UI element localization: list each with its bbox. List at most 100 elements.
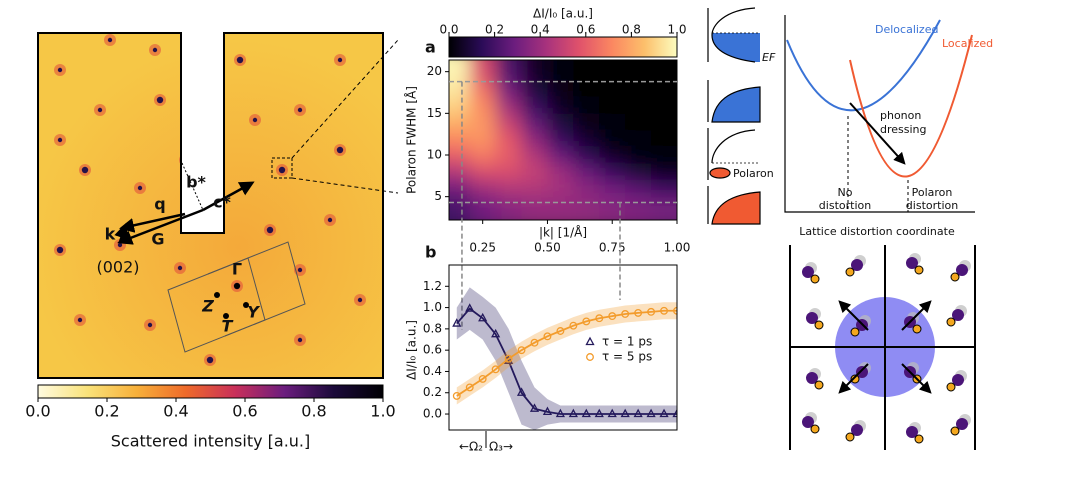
heatmap-cell bbox=[625, 113, 652, 131]
heatmap-cell bbox=[651, 60, 677, 81]
heatmap-cell bbox=[449, 80, 471, 98]
heatmap-cell bbox=[547, 163, 574, 181]
colorbar-tick-label: 0.6 bbox=[232, 402, 257, 421]
annotation: G bbox=[151, 230, 164, 249]
atom-small bbox=[814, 380, 824, 390]
heatmap-cell bbox=[573, 60, 600, 81]
heatmap-cell bbox=[449, 130, 471, 148]
atom bbox=[906, 426, 918, 438]
heatmap-cell bbox=[495, 196, 523, 220]
marker bbox=[608, 312, 617, 321]
heatmap-cell bbox=[547, 96, 574, 114]
marker bbox=[660, 306, 668, 315]
colorbar-tick-label: 0.0 bbox=[439, 23, 458, 37]
heatmap-cell bbox=[521, 113, 548, 131]
heatmap-cell bbox=[599, 113, 626, 131]
lattice-schematic bbox=[789, 245, 976, 450]
marker bbox=[542, 406, 553, 416]
heatmap-cell bbox=[599, 196, 626, 220]
displacement-arrow bbox=[901, 300, 932, 331]
y-point bbox=[243, 302, 249, 308]
peak bbox=[336, 146, 344, 154]
heatmap-cell bbox=[573, 163, 600, 181]
marker bbox=[647, 307, 656, 316]
heatmap-cell bbox=[625, 196, 652, 220]
y-tick-label: 0.0 bbox=[423, 407, 442, 421]
atom bbox=[956, 418, 968, 430]
heatmap-cell bbox=[625, 96, 652, 114]
brillouin-zones bbox=[167, 241, 306, 353]
heatmap-cell bbox=[625, 163, 652, 181]
fit-line bbox=[456, 309, 677, 397]
y-tick-label: 15 bbox=[427, 106, 442, 120]
z-point bbox=[214, 292, 220, 298]
marker bbox=[465, 303, 475, 312]
marker bbox=[607, 408, 617, 418]
atom bbox=[851, 259, 863, 271]
y-tick-label: 0.6 bbox=[423, 343, 442, 357]
heatmap-cell bbox=[547, 113, 574, 131]
peak bbox=[297, 107, 303, 113]
atom bbox=[806, 312, 818, 324]
atom-small bbox=[946, 317, 956, 327]
marker bbox=[478, 312, 488, 322]
colorbar bbox=[37, 384, 384, 399]
marker bbox=[672, 408, 677, 418]
error-band bbox=[456, 287, 677, 430]
zoom-line bbox=[291, 39, 399, 159]
colorbar-tick-label: 0.0 bbox=[25, 402, 50, 421]
atom-small bbox=[912, 324, 922, 334]
heatmap-cell bbox=[521, 146, 548, 164]
heatmap-smooth bbox=[449, 60, 677, 220]
marker bbox=[452, 391, 461, 400]
heatmap-cell bbox=[573, 80, 600, 98]
c-vector bbox=[202, 181, 255, 212]
panel-label: a bbox=[425, 38, 436, 57]
heatmap-cell bbox=[651, 80, 677, 98]
heatmap-cell bbox=[449, 96, 471, 114]
peak bbox=[206, 356, 214, 364]
heatmap-cell bbox=[573, 146, 600, 164]
atom-small bbox=[850, 327, 860, 337]
heatmap-cell bbox=[521, 130, 548, 148]
b-direction bbox=[181, 162, 204, 211]
peak bbox=[117, 242, 123, 248]
marker bbox=[568, 408, 578, 418]
plot-frame bbox=[448, 264, 678, 431]
peak bbox=[177, 265, 183, 271]
y-tick-label: 0.4 bbox=[423, 364, 442, 378]
heatmap-cell bbox=[599, 130, 626, 148]
marker bbox=[504, 354, 513, 363]
colorbar-label: Scattered intensity [a.u.] bbox=[111, 432, 311, 451]
peak bbox=[97, 107, 103, 113]
heatmap-cell bbox=[651, 146, 677, 164]
atom-small bbox=[850, 374, 860, 384]
heatmap-cell bbox=[495, 113, 523, 131]
atom bbox=[851, 424, 863, 436]
atom-small bbox=[814, 320, 824, 330]
peak bbox=[156, 96, 164, 104]
q-vector bbox=[119, 212, 186, 233]
peak bbox=[327, 217, 333, 223]
atom-small bbox=[810, 274, 820, 284]
atom bbox=[802, 416, 814, 428]
peak bbox=[266, 226, 274, 234]
peak bbox=[278, 166, 286, 174]
y-axis-label: ΔI/I₀ [a.u.] bbox=[405, 320, 419, 380]
marker bbox=[634, 308, 643, 317]
colorbar-tick-label: 0.4 bbox=[531, 23, 550, 37]
heatmap-cell bbox=[573, 113, 600, 131]
marker bbox=[633, 408, 643, 418]
marker bbox=[646, 408, 656, 418]
annotation: Y bbox=[247, 303, 260, 322]
displacement-arrow bbox=[838, 300, 869, 331]
peak bbox=[57, 67, 63, 73]
heatmap-cell bbox=[469, 130, 497, 148]
annotation: ←Ω₂ bbox=[459, 440, 483, 454]
marker bbox=[620, 408, 630, 418]
heatmap-cell bbox=[625, 130, 652, 148]
annotation: k bbox=[105, 225, 116, 244]
heatmap-cell bbox=[547, 60, 574, 81]
heatmap-cell bbox=[495, 130, 523, 148]
